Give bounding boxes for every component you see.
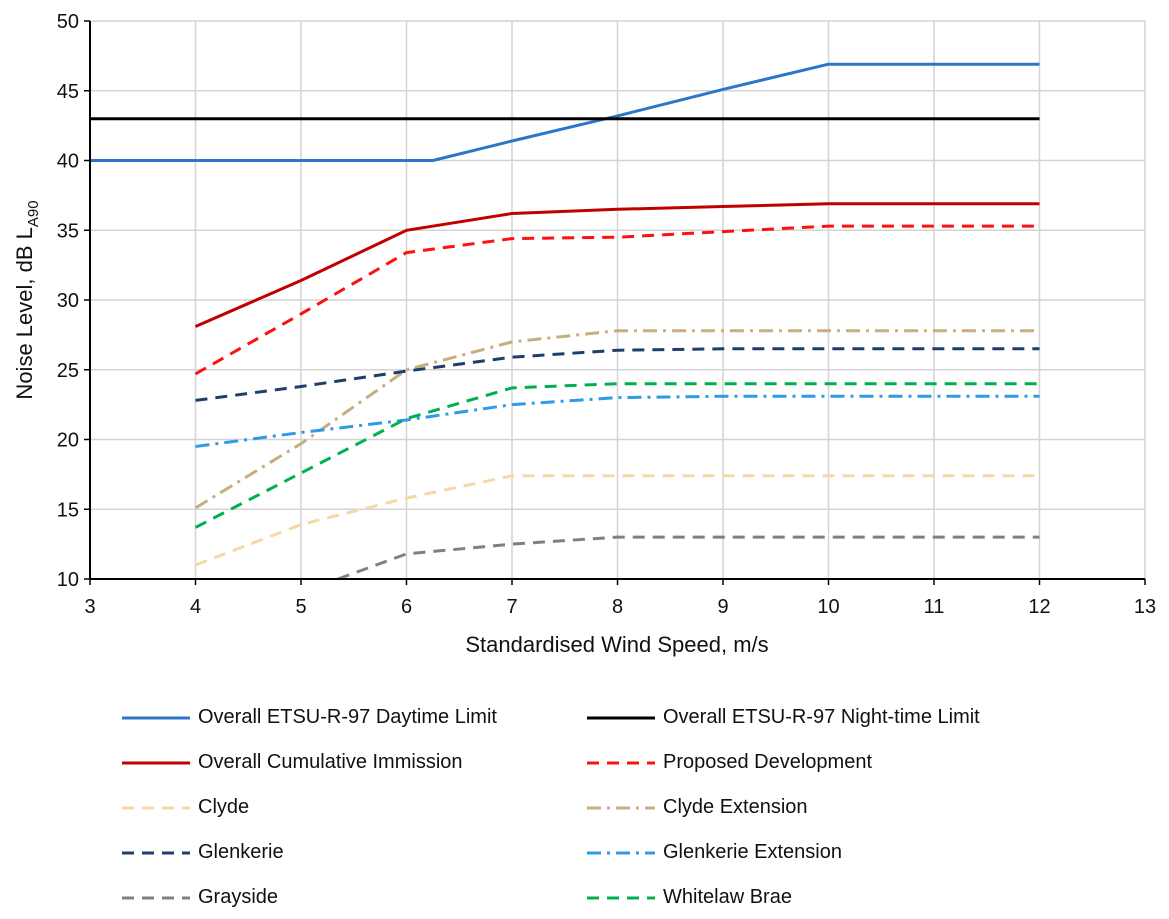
legend-swatch [587, 761, 655, 764]
x-tick-label: 3 [84, 596, 95, 618]
legend-label: Overall ETSU-R-97 Night-time Limit [663, 706, 980, 728]
x-tick-label: 4 [190, 596, 201, 618]
series-line-4 [194, 224, 1040, 376]
y-tick-label: 50 [57, 11, 79, 33]
x-tick-label: 5 [295, 596, 306, 618]
series-line-5 [194, 474, 1040, 567]
legend-item: Clyde [120, 786, 585, 829]
legend-item: Glenkerie Extension [585, 831, 1065, 874]
gridlines [89, 20, 1146, 580]
x-tick-label: 9 [717, 596, 728, 618]
x-tick-label: 11 [924, 596, 945, 618]
y-tick-label: 15 [57, 499, 79, 521]
x-tick-label: 13 [1134, 596, 1156, 618]
series-line-6 [194, 329, 1040, 510]
y-tick-label: 35 [57, 220, 79, 242]
x-tick-label: 10 [817, 596, 839, 618]
legend-item: Clyde Extension [585, 786, 1065, 829]
y-axis-title-main: Noise Level, dB L [12, 227, 37, 399]
x-axis-title: Standardised Wind Speed, m/s [465, 632, 768, 657]
legend-swatch [122, 851, 190, 854]
series-line-3 [194, 202, 1040, 328]
series-line-9 [337, 535, 1040, 581]
legend-item: Overall ETSU-R-97 Daytime Limit [120, 696, 585, 739]
y-tick-label: 45 [57, 81, 79, 103]
y-tick-label: 10 [57, 569, 79, 591]
legend-label: Overall Cumulative Immission [198, 751, 463, 773]
legend-swatch [587, 806, 655, 809]
x-tick-label: 12 [1028, 596, 1050, 618]
legend-label: Glenkerie Extension [663, 841, 842, 863]
y-tick-label: 25 [57, 360, 79, 382]
legend-label: Overall ETSU-R-97 Daytime Limit [198, 706, 497, 728]
legend-item: Overall Cumulative Immission [120, 741, 585, 784]
series-line-7 [195, 347, 1040, 402]
y-tick-label: 20 [57, 430, 79, 452]
legend-item: Glenkerie [120, 831, 585, 874]
legend-label: Glenkerie [198, 841, 284, 863]
axes [84, 20, 1146, 585]
legend-swatch [587, 851, 655, 854]
legend-label: Clyde Extension [663, 796, 808, 818]
legend-label: Clyde [198, 796, 250, 818]
series-line-1 [90, 62, 1040, 162]
y-axis-title: Noise Level, dB LA90 [12, 200, 42, 399]
x-tick-label: 8 [612, 596, 623, 618]
chart-legend: Overall ETSU-R-97 Daytime Limit Overall E… [120, 696, 1100, 919]
legend-swatch [122, 806, 190, 809]
legend-item: Overall ETSU-R-97 Night-time Limit [585, 696, 1065, 739]
x-tick-label: 6 [401, 596, 412, 618]
x-tick-label: 7 [506, 596, 517, 618]
legend-item: Proposed Development [585, 741, 1065, 784]
y-tick-label: 30 [57, 290, 79, 312]
legend-swatch [122, 716, 190, 719]
series-lines [90, 62, 1040, 581]
legend-swatch [122, 761, 190, 764]
legend-label: Proposed Development [663, 751, 873, 773]
legend-swatch [587, 716, 655, 719]
y-tick-label: 40 [57, 151, 79, 173]
y-axis-title-subscript: A90 [25, 200, 42, 227]
series-line-8 [195, 394, 1040, 448]
